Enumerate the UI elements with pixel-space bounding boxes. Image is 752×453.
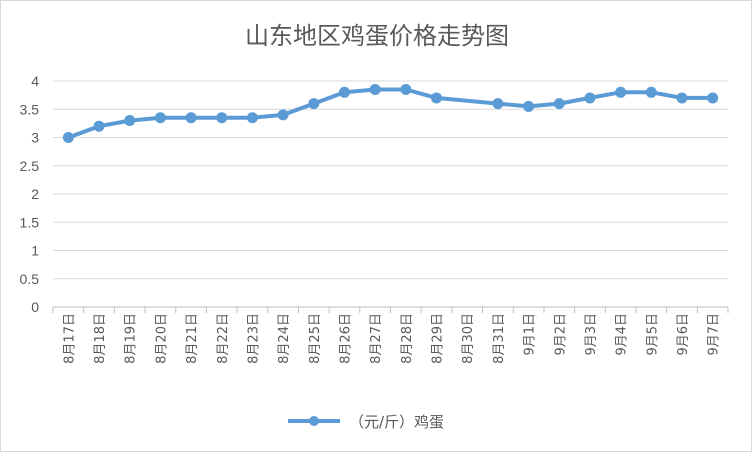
data-point: [492, 98, 504, 110]
x-tick-label: 9月4日: [615, 313, 630, 356]
y-axis-ticks: 0 0.5 1 1.5 2 2.5 3 3.5 4: [20, 73, 40, 315]
chart-title: 山东地区鸡蛋价格走势图: [245, 22, 509, 50]
x-tick-label: 8月17日: [62, 313, 77, 364]
x-tick-label: 8月31日: [492, 313, 507, 364]
data-point: [154, 112, 166, 124]
legend-point-marker: [309, 416, 319, 426]
data-point: [246, 112, 258, 124]
data-point: [707, 92, 719, 104]
y-tick-label: 0: [31, 299, 39, 315]
series-line: [62, 83, 719, 143]
data-point: [431, 92, 443, 104]
data-point: [584, 92, 596, 104]
y-tick-label: 1.5: [20, 214, 40, 230]
x-tick-label: 9月3日: [584, 313, 599, 356]
x-tick-label: 8月27日: [369, 313, 384, 364]
axes: [52, 306, 729, 313]
y-tick-label: 2.5: [20, 158, 40, 174]
x-tick-label: 8月19日: [124, 313, 139, 364]
x-tick-label: 8月30日: [461, 313, 476, 364]
data-point: [553, 98, 565, 110]
x-tick-label: 8月23日: [246, 313, 261, 364]
y-tick-label: 1: [31, 243, 39, 259]
x-tick-label: 9月7日: [707, 313, 722, 356]
x-tick-label: 8月28日: [400, 313, 415, 364]
x-tick-label: 9月1日: [523, 313, 538, 356]
y-tick-label: 2: [31, 186, 39, 202]
data-point: [308, 98, 320, 110]
x-tick-label: 8月20日: [154, 313, 169, 364]
x-axis-ticks: 8月17日 8月18日 8月19日 8月20日 8月21日 8月22日 8月23日 8月24日…: [62, 313, 721, 364]
x-tick-label: 8月26日: [338, 313, 353, 364]
legend: （元/斤）鸡蛋: [288, 413, 444, 431]
x-tick-label: 8月29日: [431, 313, 446, 364]
x-tick-label: 8月24日: [277, 313, 292, 364]
x-tick-label: 8月18日: [93, 313, 108, 364]
data-point: [93, 120, 105, 132]
y-tick-label: 3: [31, 130, 39, 146]
gridlines: [53, 80, 728, 280]
x-tick-label: 9月6日: [676, 313, 691, 356]
x-tick-label: 9月2日: [553, 313, 568, 356]
y-tick-label: 4: [31, 73, 39, 89]
data-point: [124, 115, 136, 127]
data-point: [645, 86, 657, 98]
data-point: [185, 112, 197, 124]
legend-label: （元/斤）鸡蛋: [349, 413, 444, 431]
data-point: [676, 92, 688, 104]
x-tick-label: 8月21日: [185, 313, 200, 364]
y-tick-label: 3.5: [20, 101, 40, 117]
x-tick-label: 9月5日: [645, 313, 660, 356]
data-point: [277, 109, 289, 121]
data-point: [216, 112, 228, 124]
data-point: [369, 83, 381, 95]
series-0-line: [66, 87, 715, 140]
x-tick-label: 8月22日: [216, 313, 231, 364]
data-point: [338, 86, 350, 98]
x-tick-label: 8月25日: [308, 313, 323, 364]
data-point: [62, 132, 74, 143]
y-tick-label: 0.5: [20, 271, 40, 287]
data-point: [400, 83, 412, 95]
data-point: [615, 86, 627, 98]
data-point: [523, 100, 535, 112]
